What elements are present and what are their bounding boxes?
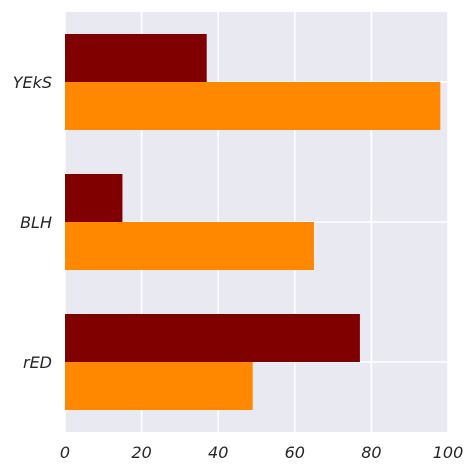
y-tick-label: rED [23,353,52,372]
y-axis-tick-labels: rED BLH YEkS [13,73,52,372]
x-tick-label: 80 [361,443,381,462]
x-axis-tick-labels: 0 20 40 60 80 100 [60,443,463,462]
bar-BLH-series-1 [65,222,314,270]
bar-BLH-series-2 [65,174,123,222]
x-tick-label: 20 [131,443,151,462]
x-tick-label: 100 [433,443,464,462]
y-tick-label: YEkS [13,73,52,92]
bar-rED-series-2 [65,314,360,362]
bar-YEkS-series-2 [65,34,207,82]
x-tick-label: 40 [208,443,228,462]
x-tick-label: 0 [60,443,70,462]
bar-rED-series-1 [65,362,253,410]
bar-YEkS-series-1 [65,82,441,130]
y-tick-label: BLH [20,213,52,232]
x-tick-label: 60 [285,443,305,462]
bars [65,34,441,410]
